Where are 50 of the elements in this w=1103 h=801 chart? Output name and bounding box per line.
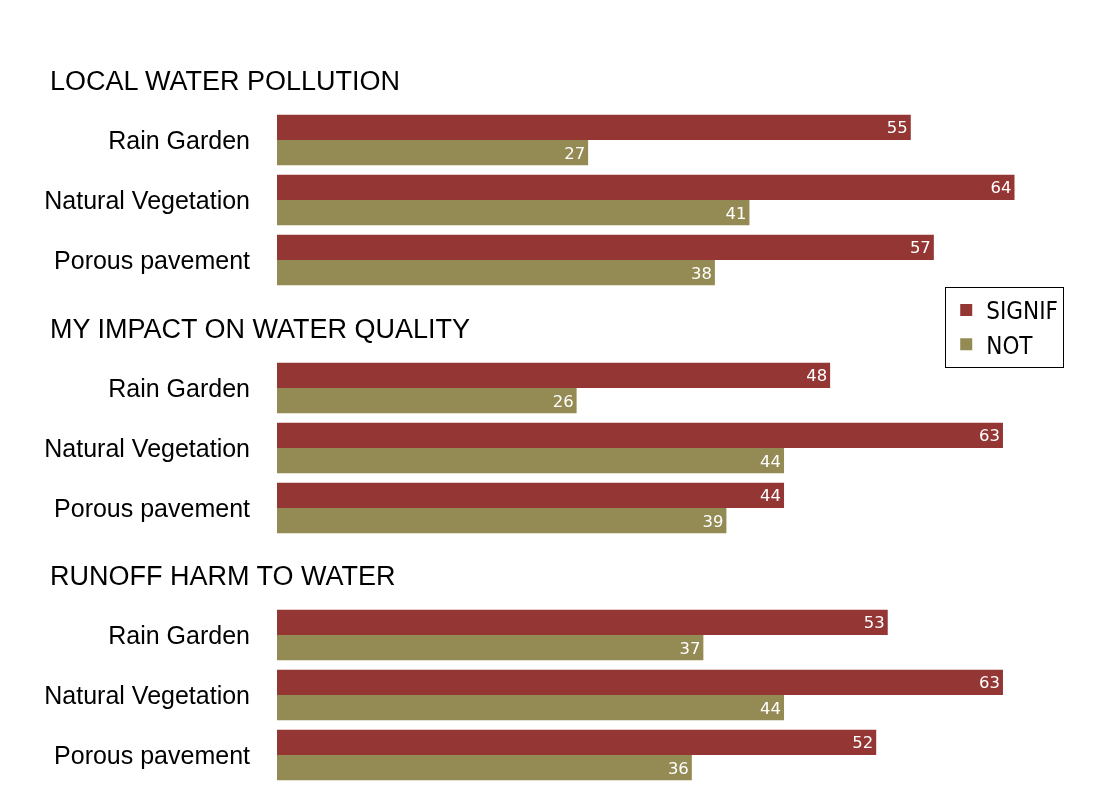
bar: [277, 260, 715, 286]
bar: [277, 114, 911, 140]
y-tick-label: Rain Garden: [108, 373, 250, 402]
y-tick-label: Porous pavement: [54, 740, 251, 769]
bar: [277, 729, 877, 755]
y-tick-label: Porous pavement: [54, 245, 251, 274]
bar: [277, 140, 589, 166]
data-label: 44: [760, 486, 782, 506]
chart-title: LOCAL WATER POLLUTION: [50, 66, 401, 96]
data-label: 53: [863, 613, 885, 633]
y-tick-label: Natural Vegetation: [44, 185, 250, 214]
bar: [277, 388, 577, 414]
y-tick-label: Porous pavement: [54, 493, 251, 522]
bar: [277, 669, 1003, 695]
legend-label: SIGNIF: [986, 297, 1058, 326]
y-tick-label: Natural Vegetation: [44, 680, 250, 709]
data-label: 55: [886, 118, 908, 138]
bar: [277, 482, 785, 508]
data-label: 63: [979, 426, 1000, 446]
bar: [277, 695, 785, 721]
legend-label: NOT: [986, 331, 1034, 360]
data-label: 63: [979, 673, 1000, 693]
data-label: 48: [806, 366, 828, 386]
data-label: 44: [760, 698, 782, 718]
bar: [277, 508, 727, 534]
data-label: 26: [552, 391, 574, 411]
bar: [277, 362, 831, 388]
y-tick-label: Rain Garden: [108, 620, 250, 649]
data-label: 37: [679, 638, 701, 658]
data-label: 64: [990, 178, 1012, 198]
data-label: 44: [760, 451, 782, 471]
data-label: 39: [702, 511, 724, 531]
y-tick-label: Natural Vegetation: [44, 433, 250, 462]
bar: [277, 234, 934, 260]
bar: [277, 635, 704, 661]
data-label: 27: [564, 143, 586, 163]
chart-title: MY IMPACT ON WATER QUALITY: [50, 314, 471, 344]
data-label: 57: [909, 238, 931, 258]
bar: [277, 448, 785, 474]
bar: [277, 200, 750, 226]
data-label: 36: [667, 758, 689, 778]
data-label: 38: [690, 263, 712, 283]
data-label: 52: [852, 733, 874, 753]
bar: [277, 609, 888, 635]
y-tick-label: Rain Garden: [108, 125, 250, 154]
data-label: 41: [725, 203, 747, 223]
chart-title: RUNOFF HARM TO WATER: [50, 561, 396, 591]
bar: [277, 174, 1015, 200]
bar: [277, 422, 1003, 448]
bar: [277, 755, 692, 781]
